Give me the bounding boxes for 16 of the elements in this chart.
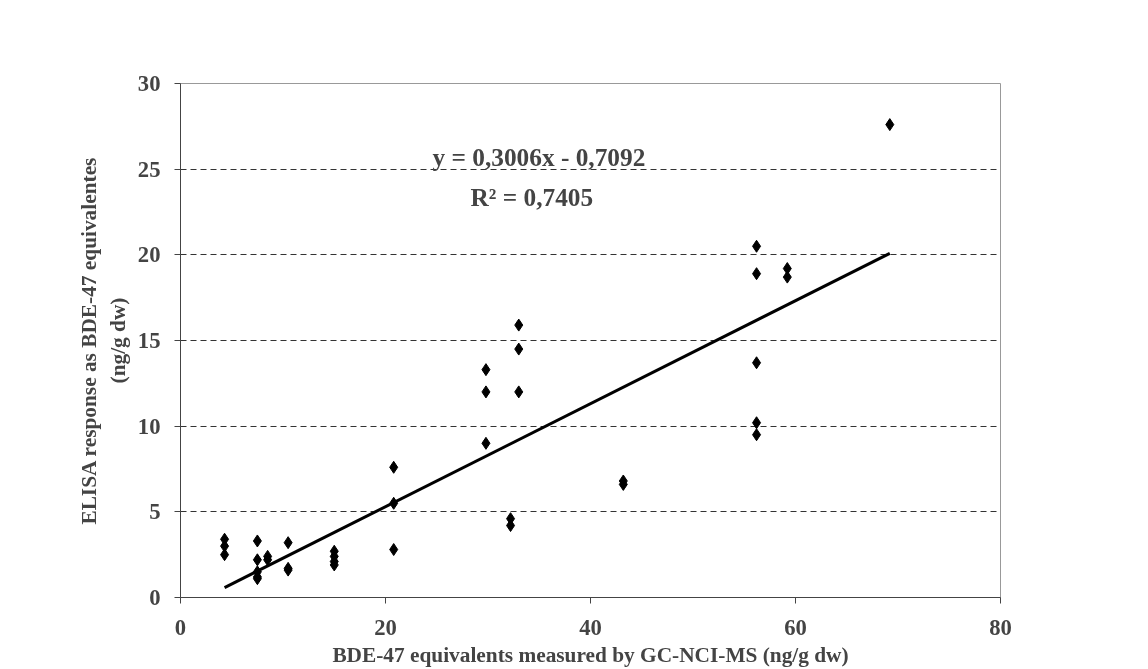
x-tick-label: 20 bbox=[374, 614, 397, 640]
x-tick-label: 40 bbox=[579, 614, 602, 640]
x-tick-label: 80 bbox=[989, 614, 1012, 640]
y-tick-label: 0 bbox=[149, 585, 161, 610]
annotation: y = 0,3006x - 0,7092 bbox=[432, 142, 646, 171]
y-tick-label: 20 bbox=[137, 242, 161, 268]
x-tick-label: 60 bbox=[784, 614, 807, 640]
y-tick-label: 30 bbox=[137, 71, 161, 96]
y-tick-label: 15 bbox=[137, 328, 161, 353]
y-axis-title: ELISA response as BDE-47 equivalentes (ng/g dw) bbox=[77, 157, 130, 525]
y-tick-label: 25 bbox=[137, 156, 161, 182]
annotation: R² = 0,7405 bbox=[470, 182, 594, 211]
y-tick-label: 10 bbox=[137, 413, 161, 439]
y-tick-label: 5 bbox=[149, 499, 161, 525]
x-axis-title: BDE-47 equivalents measured by GC-NCI-MS (ng/g dw) bbox=[332, 642, 849, 667]
x-tick-label: 0 bbox=[174, 614, 187, 640]
